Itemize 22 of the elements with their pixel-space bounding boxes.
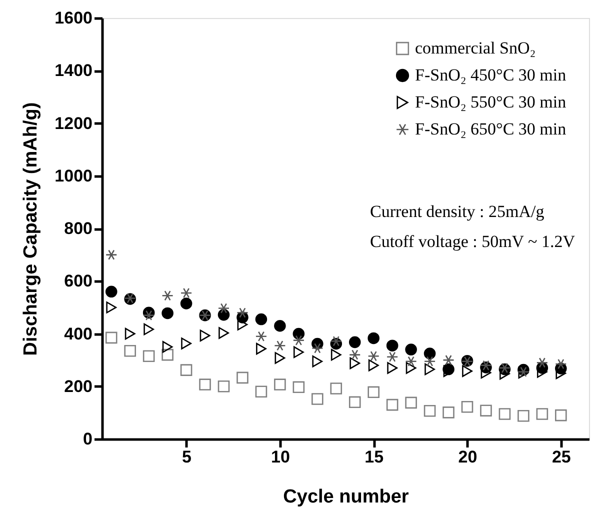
x-tick-label: 20 xyxy=(458,448,478,466)
y-tick-label: 1600 xyxy=(54,8,92,28)
y-tick-label: 0 xyxy=(83,430,92,448)
y-tick-label: 1200 xyxy=(54,114,92,133)
legend-label: F-SnO₂ 450°C 30 min xyxy=(415,66,567,84)
x-tick-label: 10 xyxy=(270,448,290,466)
annotation: Current density : 25mA/g xyxy=(370,202,545,221)
legend-label: F-SnO₂ 550°C 30 min xyxy=(415,92,567,112)
y-tick-label: 200 xyxy=(64,376,92,396)
y-tick-label: 1000 xyxy=(54,166,92,186)
y-axis-title: Discharge Capacity (mAh/g) xyxy=(20,102,42,356)
annotation: Cutoff voltage : 50mV ~ 1.2V xyxy=(370,232,576,251)
y-tick-label: 400 xyxy=(64,324,92,344)
y-tick-label: 600 xyxy=(64,272,92,291)
y-tick-label: 800 xyxy=(64,219,92,238)
x-tick-label: 15 xyxy=(364,448,384,466)
legend-label: commercial SnO₂ xyxy=(415,38,536,58)
legend-label: F-SnO₂ 650°C 30 min xyxy=(415,120,567,138)
x-axis-title: Cycle number xyxy=(283,486,410,508)
y-tick-label: 1400 xyxy=(54,61,92,80)
x-tick-label: 25 xyxy=(552,448,571,466)
x-tick-label: 5 xyxy=(182,448,192,466)
